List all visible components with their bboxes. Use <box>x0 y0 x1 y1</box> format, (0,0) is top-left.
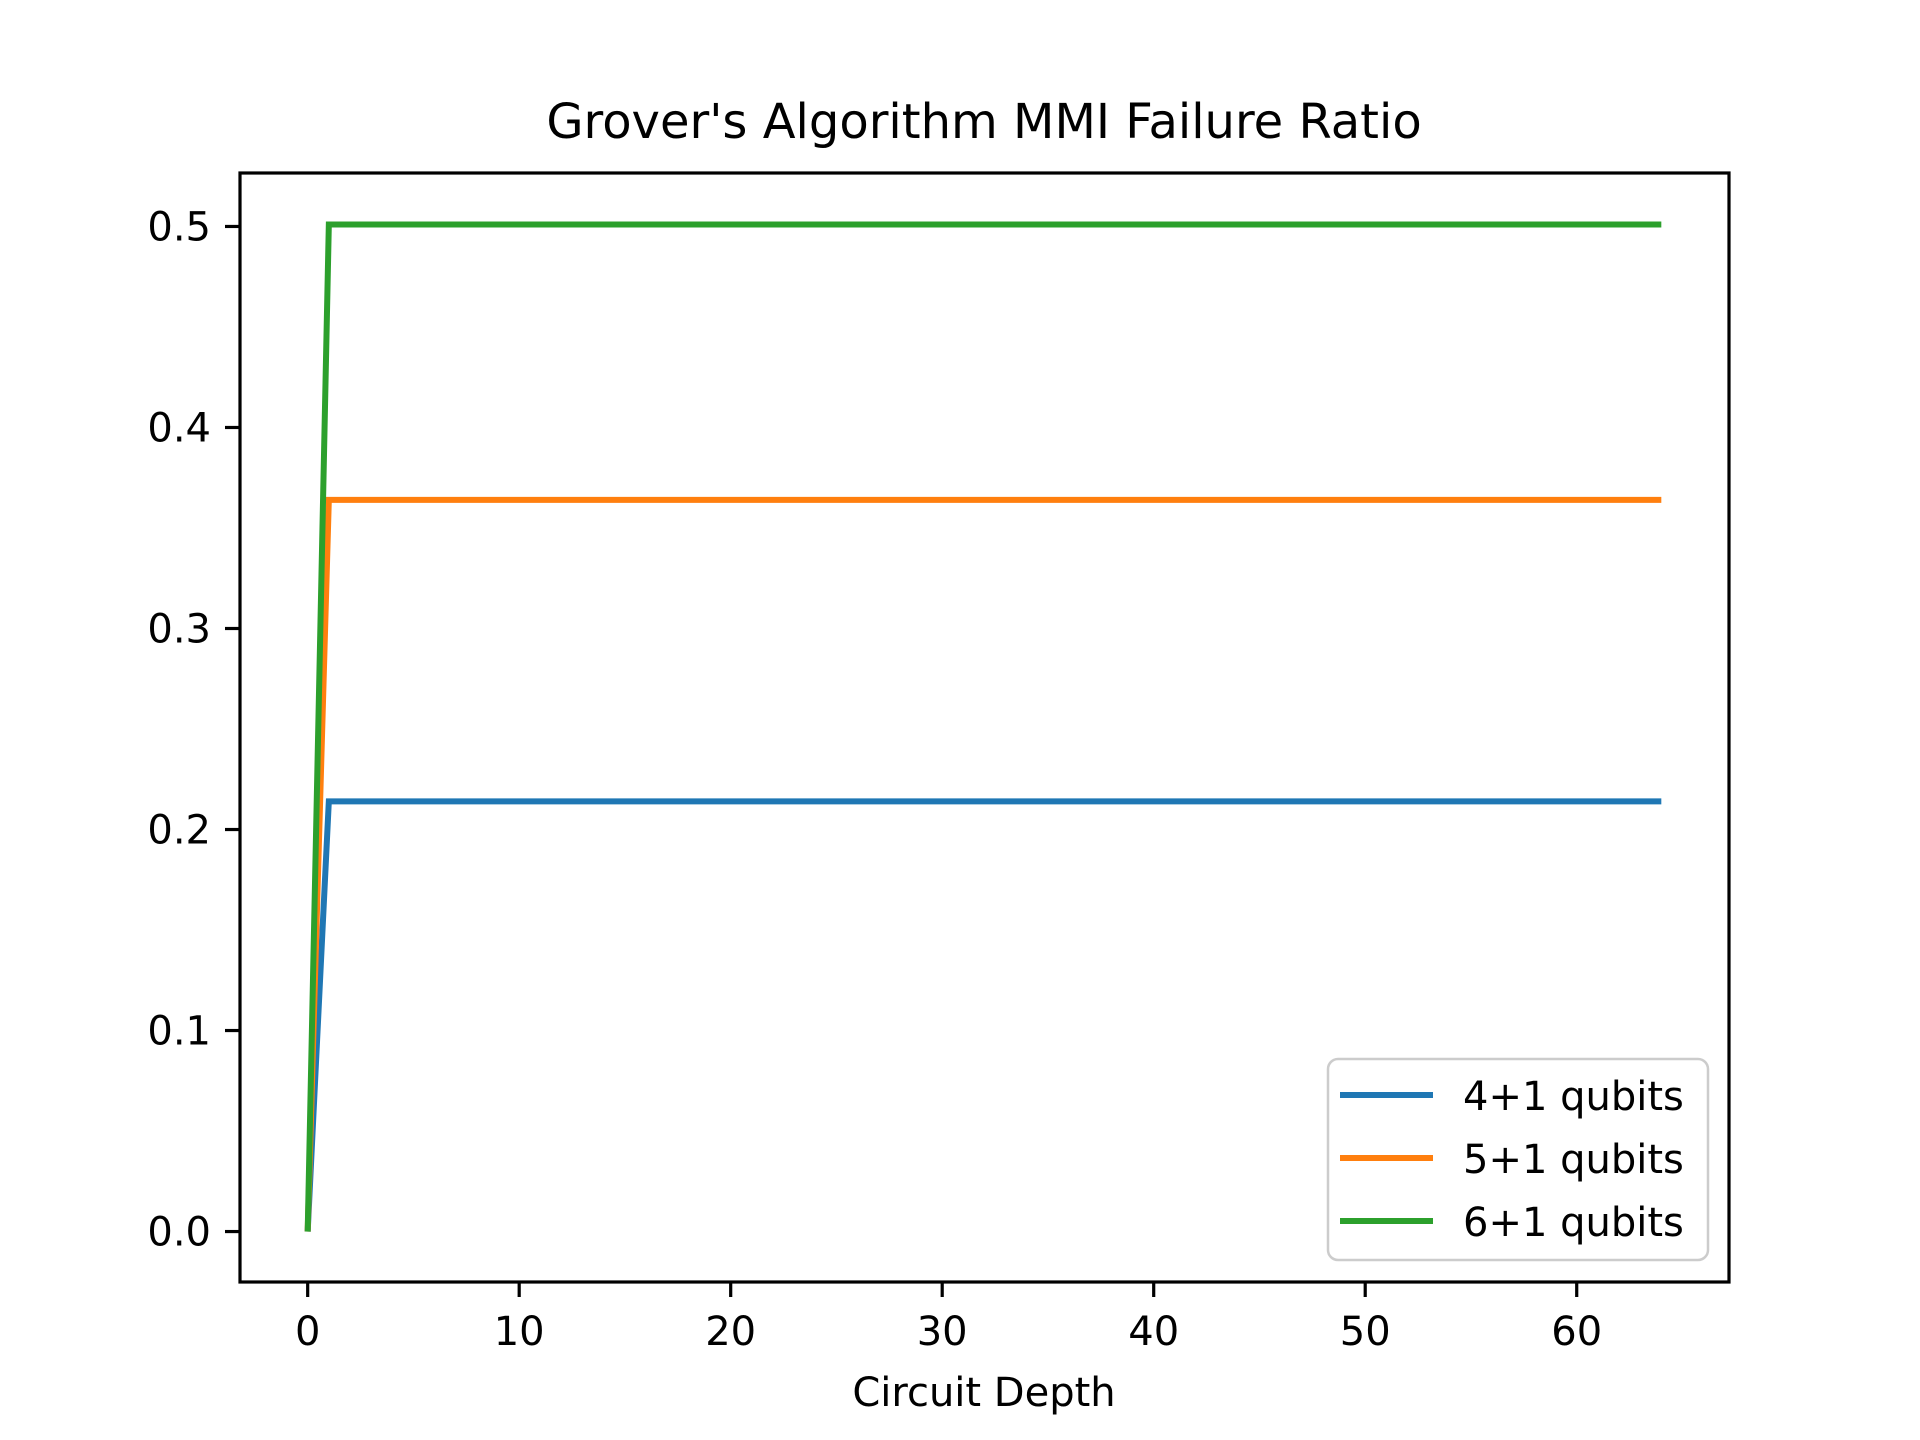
y-tick-label: 0.2 <box>147 808 211 854</box>
plot-layer: 0 10 20 30 40 50 60 0.0 0.1 0.2 0.3 0.4 0.5 4+1 qubit… <box>147 171 1731 1355</box>
x-tick-label: 50 <box>1340 1309 1391 1355</box>
x-tick-label: 20 <box>705 1309 756 1355</box>
legend-box <box>1326 1057 1710 1262</box>
y-tick-label: 0.3 <box>147 607 211 653</box>
x-tick-label: 0 <box>295 1309 320 1355</box>
chart-title: Grover's Algorithm MMI Failure Ratio <box>546 94 1421 150</box>
y-tick-label: 0.4 <box>147 405 211 451</box>
y-tick-label: 0.1 <box>147 1009 211 1055</box>
x-axis-label: Circuit Depth <box>852 1370 1115 1416</box>
x-tick-label: 10 <box>494 1309 545 1355</box>
y-tick-label: 0.0 <box>147 1210 211 1256</box>
x-tick-label: 40 <box>1128 1309 1179 1355</box>
x-tick-label: 60 <box>1551 1309 1602 1355</box>
x-tick-label: 30 <box>917 1309 968 1355</box>
series-line-3 <box>304 221 1662 1232</box>
legend-entry-label: 4+1 qubits <box>1463 1074 1684 1120</box>
legend-entry-label: 6+1 qubits <box>1463 1200 1684 1246</box>
legend-entry-label: 5+1 qubits <box>1463 1137 1684 1183</box>
y-tick-label: 0.5 <box>147 204 211 250</box>
axes-spines <box>238 171 1731 1284</box>
